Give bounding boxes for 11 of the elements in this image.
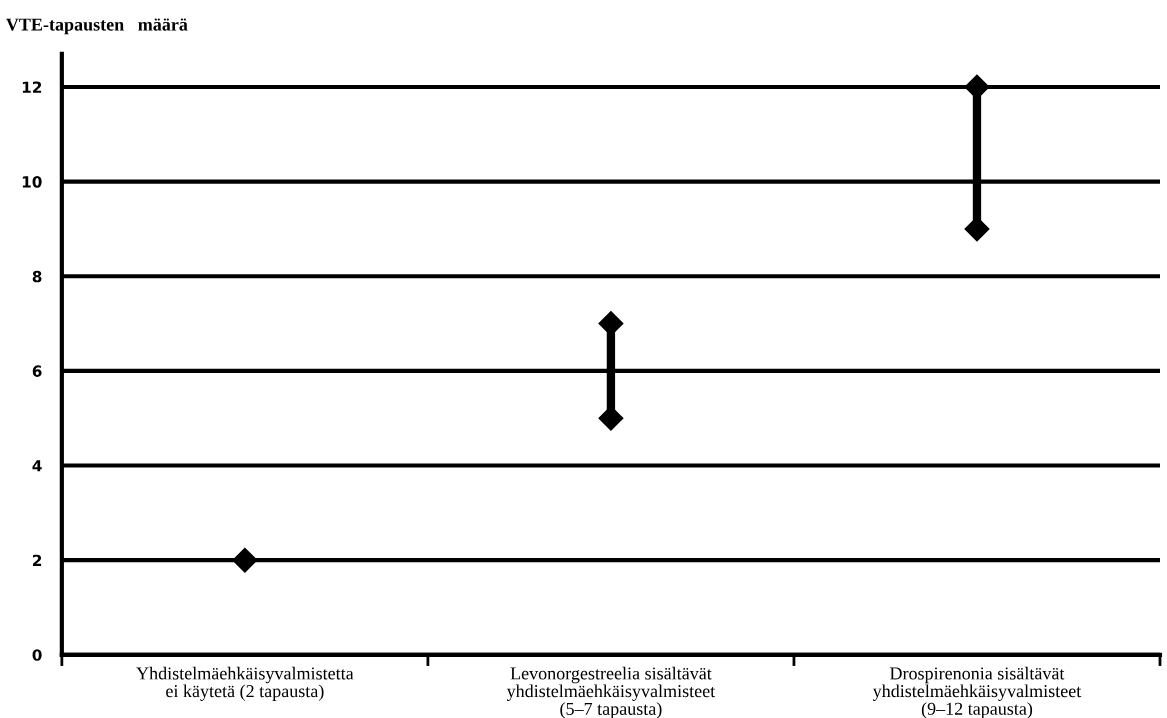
y-tick-label: 6 bbox=[32, 365, 42, 377]
y-axis-title: VTE-tapausten määrä bbox=[6, 18, 188, 35]
y-tick-label: 8 bbox=[32, 270, 42, 283]
x-tick-label: Levonorgestreelia sisältävät yhdistelmäehkäisyvalmisteet (5–7 tapausta) bbox=[506, 666, 716, 718]
y-tick-label: 0 bbox=[32, 649, 42, 661]
y-tick-label: 4 bbox=[32, 460, 42, 472]
x-tick-label: Drospirenonia sisältävät yhdistelmäehkäisyvalmisteet (9–12 tapausta) bbox=[872, 666, 1082, 718]
y-tick-label: 10 bbox=[22, 176, 42, 188]
x-tick-label: Yhdistelmäehkäisyvalmistetta ei käytetä (2 tapausta) bbox=[136, 666, 354, 701]
y-tick-label: 12 bbox=[22, 81, 42, 93]
y-tick-label: 2 bbox=[32, 554, 42, 566]
